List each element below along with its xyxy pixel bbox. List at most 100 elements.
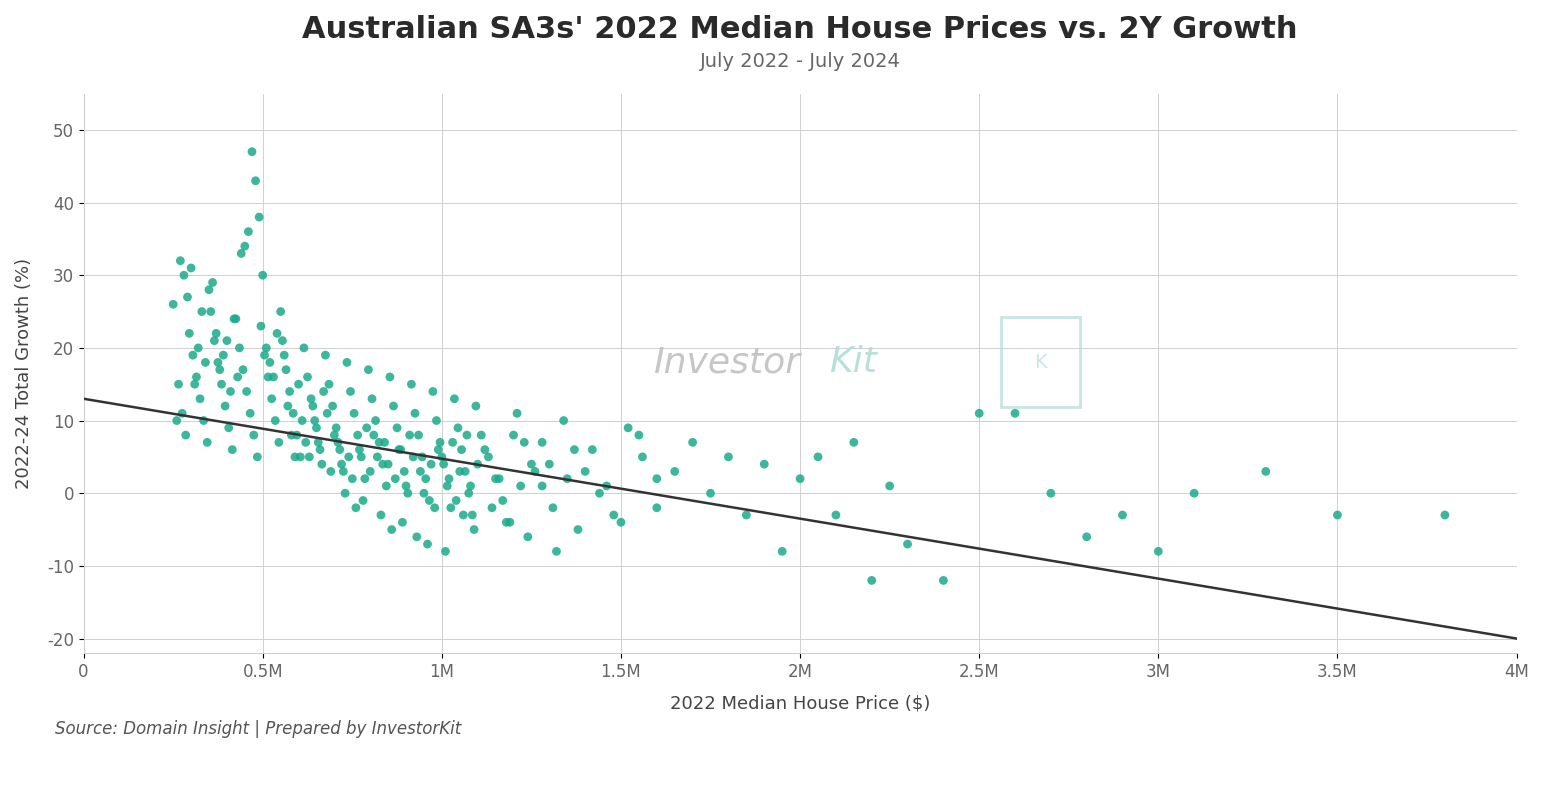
Point xyxy=(261,370,286,383)
Point xyxy=(309,458,334,470)
Text: K: K xyxy=(1034,353,1047,372)
Point xyxy=(199,305,224,318)
Point xyxy=(388,443,412,456)
Point xyxy=(1075,530,1099,543)
Point xyxy=(401,450,426,463)
Point xyxy=(716,450,741,463)
Point xyxy=(360,392,384,405)
Point xyxy=(270,334,295,347)
Point xyxy=(367,436,392,449)
Point xyxy=(238,407,262,420)
Point xyxy=(201,276,225,289)
Point xyxy=(340,472,364,485)
Point xyxy=(296,450,321,463)
Point xyxy=(551,414,576,427)
Point xyxy=(483,472,508,485)
Point xyxy=(540,502,565,514)
Point xyxy=(171,269,196,282)
Point xyxy=(292,342,317,354)
Point xyxy=(250,269,275,282)
Point xyxy=(252,349,276,362)
Point xyxy=(245,450,270,463)
Point xyxy=(164,414,188,427)
Point xyxy=(341,407,366,420)
Point xyxy=(239,146,264,158)
Point xyxy=(587,487,611,500)
Point xyxy=(278,385,303,398)
Point xyxy=(343,502,367,514)
Point xyxy=(443,494,468,507)
Point xyxy=(392,465,417,478)
Point xyxy=(1325,509,1349,522)
Point xyxy=(178,327,202,340)
Point xyxy=(303,414,327,427)
Point xyxy=(371,458,395,470)
Point xyxy=(417,494,442,507)
Point xyxy=(375,458,400,470)
Point xyxy=(306,436,330,449)
Point xyxy=(752,458,777,470)
Point xyxy=(823,509,848,522)
Point xyxy=(448,465,472,478)
Point xyxy=(358,465,383,478)
Point xyxy=(967,407,991,420)
Point xyxy=(181,349,205,362)
Point xyxy=(235,385,259,398)
Point xyxy=(425,414,449,427)
Point xyxy=(530,479,554,492)
Point xyxy=(1433,509,1458,522)
Point xyxy=(537,458,562,470)
Point xyxy=(429,450,454,463)
Point xyxy=(476,450,500,463)
Point xyxy=(519,458,543,470)
Point xyxy=(431,458,455,470)
Point xyxy=(472,443,497,456)
Point xyxy=(350,494,375,507)
Point xyxy=(354,422,378,434)
Point xyxy=(352,472,377,485)
Point xyxy=(381,400,406,413)
Point xyxy=(256,370,281,383)
Point xyxy=(168,254,193,267)
Point xyxy=(395,487,420,500)
Point xyxy=(497,516,522,529)
Point xyxy=(378,370,403,383)
Point xyxy=(258,356,283,369)
Point xyxy=(236,226,261,238)
Point xyxy=(459,479,483,492)
Point xyxy=(327,443,352,456)
Point xyxy=(247,210,272,223)
Point xyxy=(554,472,579,485)
Point xyxy=(414,472,438,485)
Point xyxy=(167,378,191,390)
Point xyxy=(216,422,241,434)
Point xyxy=(442,392,466,405)
Point xyxy=(405,530,429,543)
Text: Kit: Kit xyxy=(829,345,877,379)
Point xyxy=(463,400,488,413)
Point xyxy=(229,247,253,260)
Point xyxy=(349,450,374,463)
Point xyxy=(420,385,445,398)
Point xyxy=(1002,407,1027,420)
Point xyxy=(323,429,347,442)
Point xyxy=(241,429,266,442)
Point xyxy=(860,574,885,587)
Point xyxy=(435,479,460,492)
Point xyxy=(289,450,313,463)
Point xyxy=(437,472,462,485)
Point xyxy=(193,356,218,369)
Point xyxy=(279,429,304,442)
Point xyxy=(412,487,437,500)
Point xyxy=(191,414,216,427)
Point xyxy=(931,574,956,587)
Point xyxy=(357,363,381,376)
Point xyxy=(733,509,758,522)
Point xyxy=(1146,545,1170,558)
Text: Investor: Investor xyxy=(653,345,800,379)
Point xyxy=(173,429,198,442)
Point xyxy=(264,327,289,340)
Point xyxy=(1110,509,1135,522)
Point xyxy=(787,472,812,485)
Point xyxy=(1039,487,1064,500)
